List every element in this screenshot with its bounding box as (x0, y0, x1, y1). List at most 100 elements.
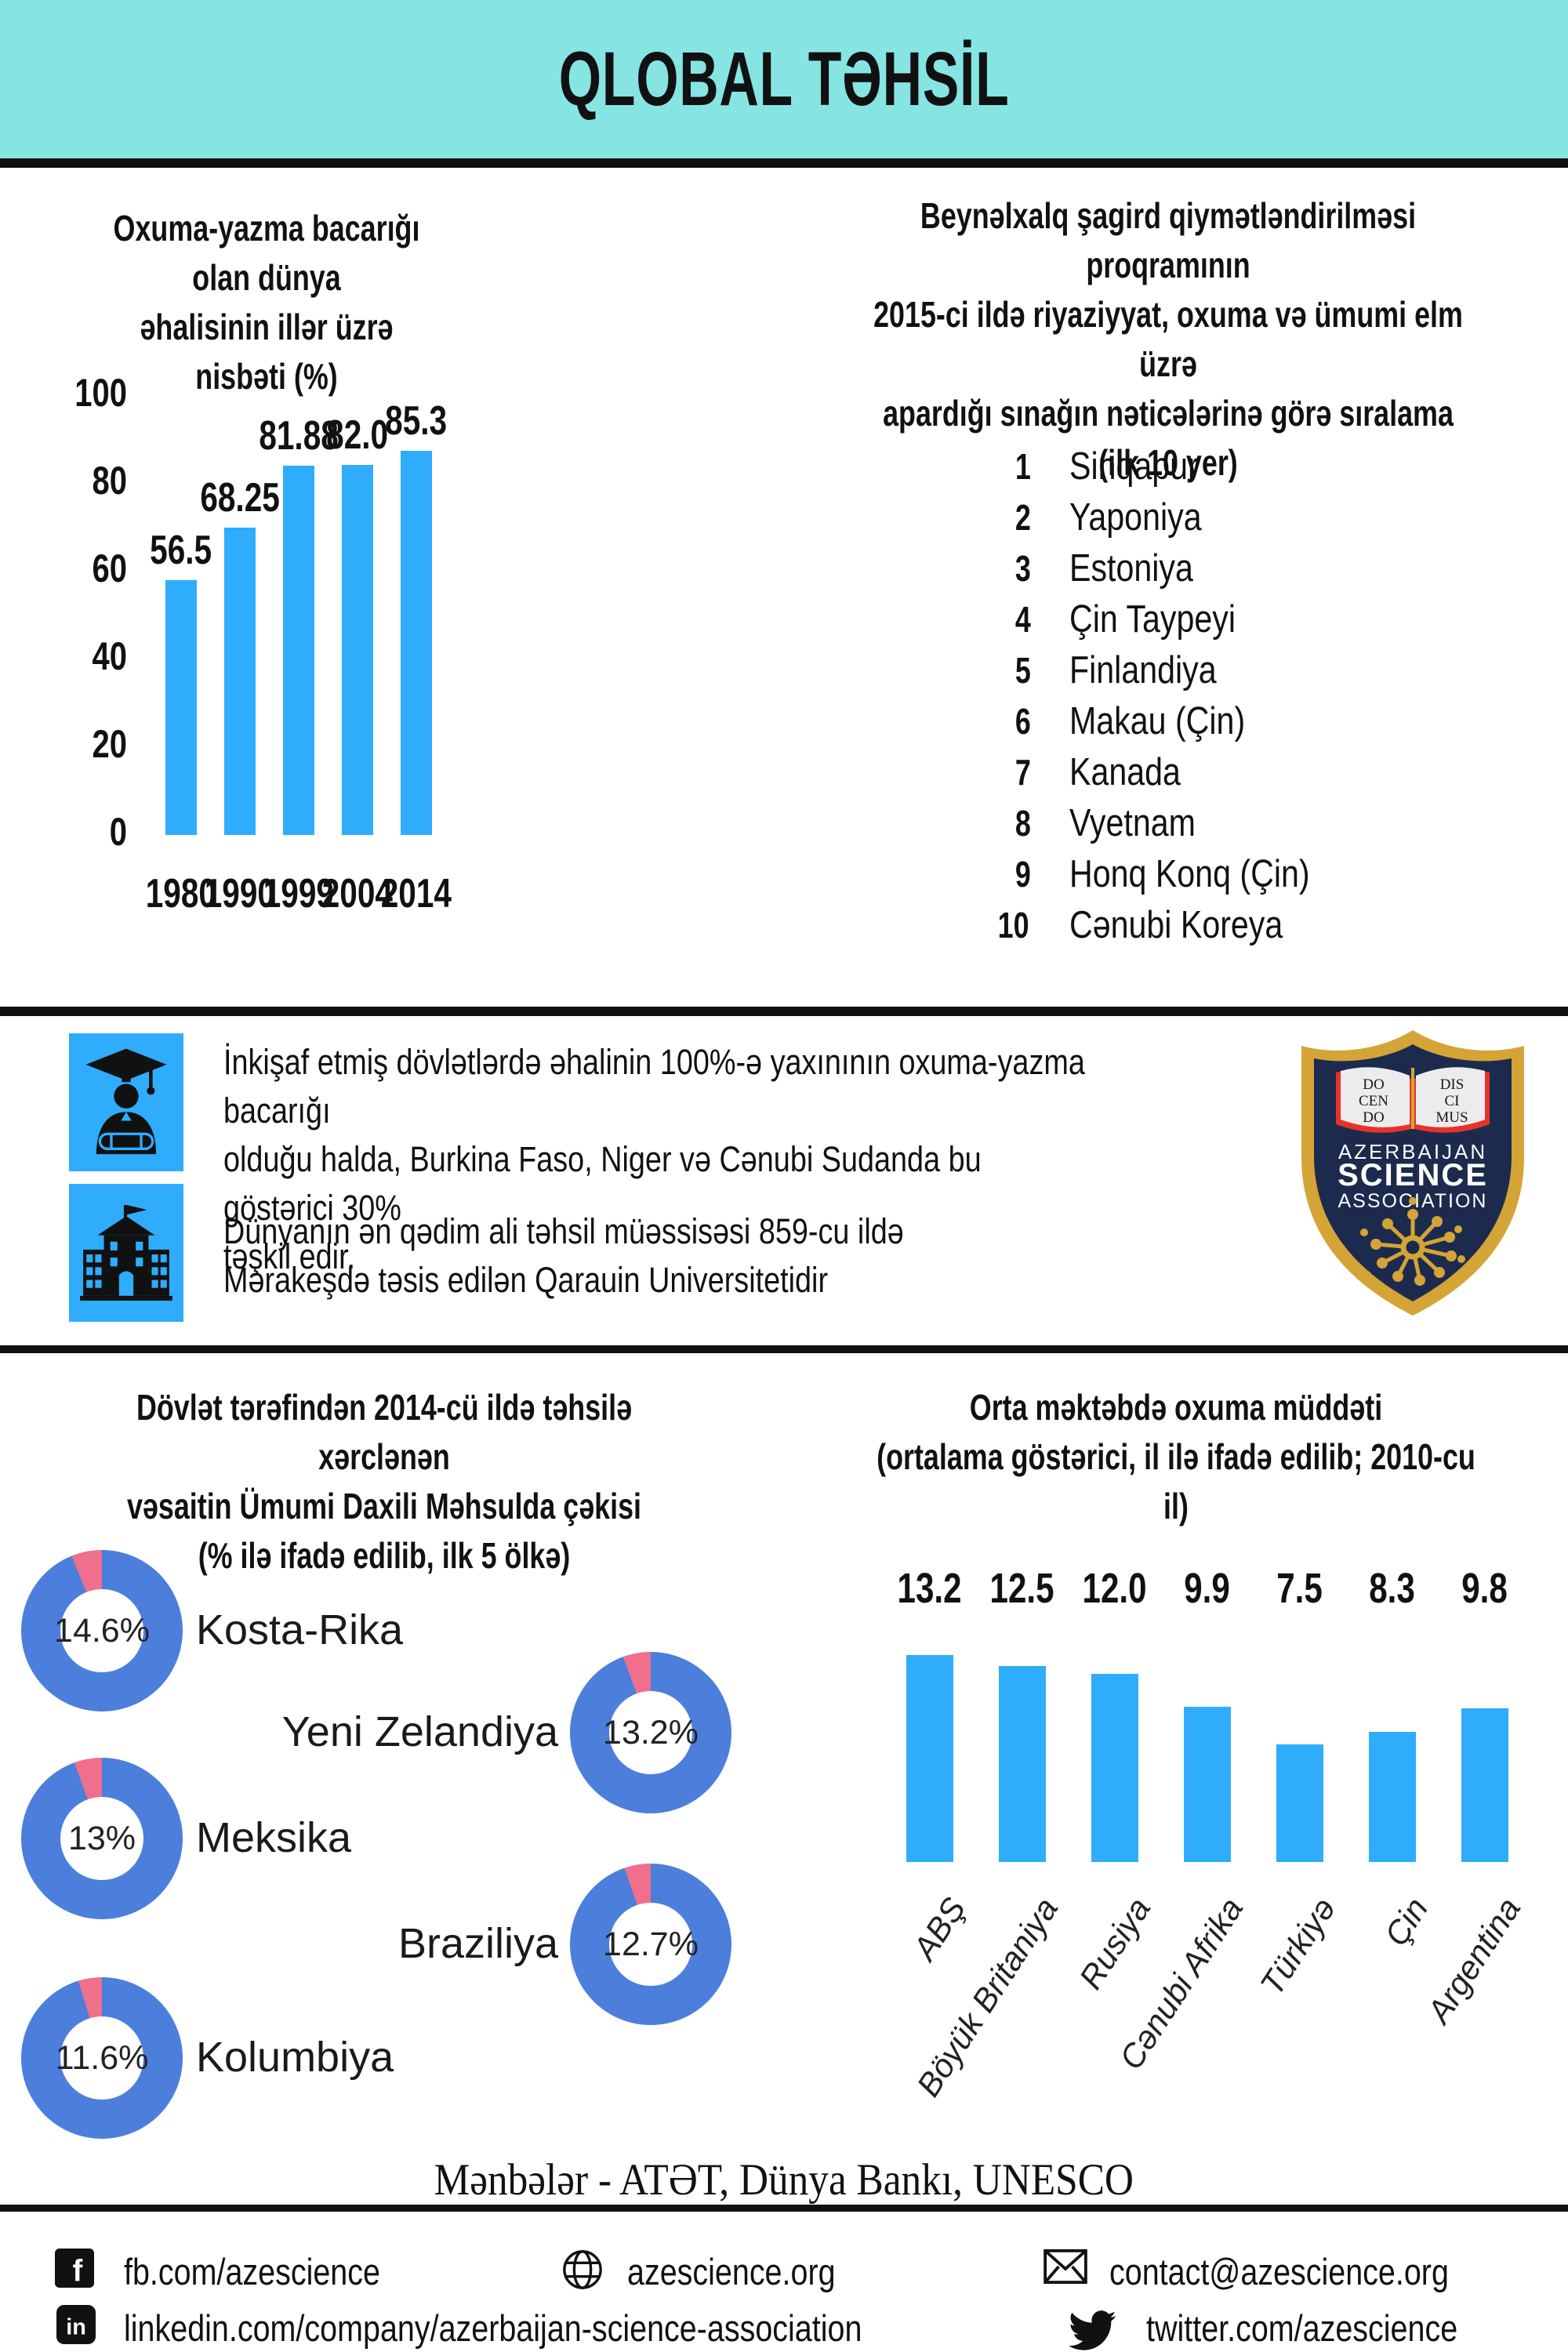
bar-2004 (342, 465, 373, 835)
bar-value-2014: 85.3 (385, 398, 448, 444)
rank-number: 9 (1015, 853, 1032, 895)
footer-link-facebook: fb.com/azescience (124, 2251, 380, 2292)
bar-value-1990: 68.25 (200, 475, 280, 521)
svg-text:in: in (66, 2315, 86, 2340)
x-label-2014: 2014 (380, 871, 452, 916)
x-label-Türkiyə: Türkiyə (1253, 1891, 1343, 2002)
x-label-ABŞ: ABŞ (906, 1891, 973, 1967)
donut-label-Yeni Zelandiya: Yeni Zelandiya (281, 1708, 558, 1755)
donut-Meksika: 13% (21, 1758, 183, 1919)
rank-number: 7 (1015, 751, 1032, 793)
footer-link-twitter: twitter.com/azescience (1146, 2307, 1458, 2349)
schooling-chart: Orta məktəbdə oxuma müddəti (ortalama gö… (784, 1353, 1568, 2200)
rank-country: Vyetnam (1069, 801, 1196, 844)
footer-link-email: contact@azescience.org (1109, 2251, 1449, 2292)
bar-value-Türkiyə: 7.5 (1276, 1565, 1323, 1612)
y-tick-100: 100 (74, 371, 127, 415)
donut-Braziliya: 12.7% (570, 1864, 731, 2025)
bar-1990 (224, 528, 256, 835)
y-tick-0: 0 (109, 810, 127, 854)
pisa-ranking: Beynəlxalq şagird qiymətləndirilməsi pro… (768, 168, 1568, 999)
x-label-Cənubi Afrika: Cənubi Afrika (1112, 1891, 1250, 2076)
donut-value: 12.7% (603, 1903, 699, 1986)
rank-country: Cənubi Koreya (1069, 903, 1283, 946)
bar-value-1999: 81.88 (259, 413, 339, 459)
rank-row-3: 3 Estoniya (972, 543, 1537, 593)
facebook-icon: f (55, 2249, 94, 2292)
x-label-2004: 2004 (321, 871, 394, 916)
svg-text:CI: CI (1445, 1093, 1460, 1109)
linkedin-icon: in (56, 2305, 96, 2348)
svg-text:DIS: DIS (1440, 1076, 1465, 1093)
donut-value: 13% (60, 1797, 143, 1880)
email-icon (1043, 2249, 1088, 2288)
x-label-1990: 1990 (204, 871, 276, 916)
bar-value-ABŞ: 13.2 (897, 1565, 962, 1612)
fact-literacy-text: İnkişaf etmiş dövlətlərdə əhalinin 100%-… (223, 1042, 1085, 1276)
donut-value: 11.6% (56, 2016, 148, 2100)
donut-label-Meksika: Meksika (196, 1814, 352, 1861)
donut-Kolumbiya: 11.6% (21, 1977, 183, 2139)
rank-number: 4 (1015, 598, 1032, 640)
x-label-Böyük Britaniya: Böyük Britaniya (909, 1891, 1065, 2103)
bar-value-Cənubi Afrika: 9.9 (1184, 1565, 1231, 1612)
svg-text:CEN: CEN (1359, 1093, 1388, 1109)
bar-Türkiyə (1276, 1744, 1323, 1862)
asa-logo: DOCENDODISCIMUSAZERBAIJANSCIENCEASSOCIAT… (1295, 1024, 1530, 1330)
donut-area: 14.6% Kosta-Rika 13.2% Yeni Zelandiya 13% Mek… (0, 1353, 784, 2200)
rank-number: 1 (1015, 445, 1032, 487)
divider-mid-2 (0, 1345, 1568, 1353)
spending-title: Dövlət tərəfindən 2014-cü ildə təhsilə x… (126, 1387, 642, 1576)
page-title: QLOBAL TƏHSİL (558, 36, 1010, 122)
donut-label-Kosta-Rika: Kosta-Rika (196, 1606, 404, 1653)
rank-number: 8 (1015, 802, 1032, 844)
rank-country: Kanada (1069, 750, 1181, 793)
rank-row-2: 2 Yaponiya (972, 492, 1537, 543)
schooling-title: Orta məktəbdə oxuma müddəti (ortalama gö… (877, 1387, 1475, 1526)
bar-value-Çin: 8.3 (1369, 1565, 1416, 1612)
bar-value-Rusiya: 12.0 (1082, 1565, 1147, 1612)
graduate-tile (69, 1033, 183, 1171)
donut-value: 14.6% (54, 1589, 150, 1672)
sources-text: Mənbələr - ATƏT, Dünya Bankı, UNESCO (434, 2155, 1134, 2205)
divider-top (0, 158, 1568, 168)
rank-row-10: 10 Cənubi Koreya (972, 899, 1537, 950)
y-tick-20: 20 (92, 722, 128, 766)
bar-2014 (401, 451, 432, 835)
rank-country: Çin Taypeyi (1069, 597, 1236, 641)
svg-text:AZERBAIJAN: AZERBAIJAN (1338, 1140, 1487, 1163)
rank-country: Honq Konq (Çin) (1069, 852, 1310, 895)
svg-text:SCIENCE: SCIENCE (1338, 1158, 1488, 1192)
bar-value-1980: 56.5 (150, 528, 212, 573)
bar-Böyük Britaniya (999, 1666, 1046, 1862)
svg-text:DO: DO (1363, 1109, 1384, 1126)
divider-footer (0, 2205, 1568, 2212)
fact-university-text: Dünyanın ən qədim ali təhsil müəssisəsi … (223, 1211, 904, 1300)
rank-country: Yaponiya (1069, 495, 1202, 539)
svg-text:f: f (72, 2254, 82, 2288)
bar-Cənubi Afrika (1184, 1707, 1231, 1862)
twitter-icon (1060, 2305, 1123, 2352)
footer-link-globe: azescience.org (627, 2251, 836, 2292)
rank-row-4: 4 Çin Taypeyi (972, 593, 1537, 644)
globe-icon (561, 2249, 604, 2295)
rank-number: 5 (1015, 649, 1032, 691)
pisa-list: 1 Sinqapur 2 Yaponiya 3 Estoniya 4 Çin Taypeyi 5… (972, 441, 1537, 950)
bar-1980 (165, 580, 197, 835)
rank-number: 6 (1015, 700, 1032, 742)
x-label-1999: 1999 (263, 871, 335, 916)
rank-row-7: 7 Kanada (972, 746, 1537, 797)
rank-number: 3 (1015, 547, 1032, 589)
bar-value-2004: 82.0 (326, 412, 389, 458)
svg-text:DO: DO (1363, 1076, 1384, 1093)
rank-row-9: 9 Honq Konq (Çin) (972, 848, 1537, 899)
literacy-chart-title: Oxuma-yazma bacarığı olan dünya əhalisin… (113, 208, 420, 397)
donut-Yeni Zelandiya: 13.2% (570, 1652, 731, 1813)
footer-link-linkedin: linkedin.com/company/azerbaijan-science-… (124, 2307, 862, 2349)
donut-value: 13.2% (603, 1691, 699, 1774)
rank-number: 2 (1015, 496, 1032, 538)
rank-row-1: 1 Sinqapur (972, 441, 1537, 492)
bar-1999 (283, 466, 314, 835)
pisa-title: Beynəlxalq şagird qiymətləndirilməsi pro… (873, 195, 1463, 483)
